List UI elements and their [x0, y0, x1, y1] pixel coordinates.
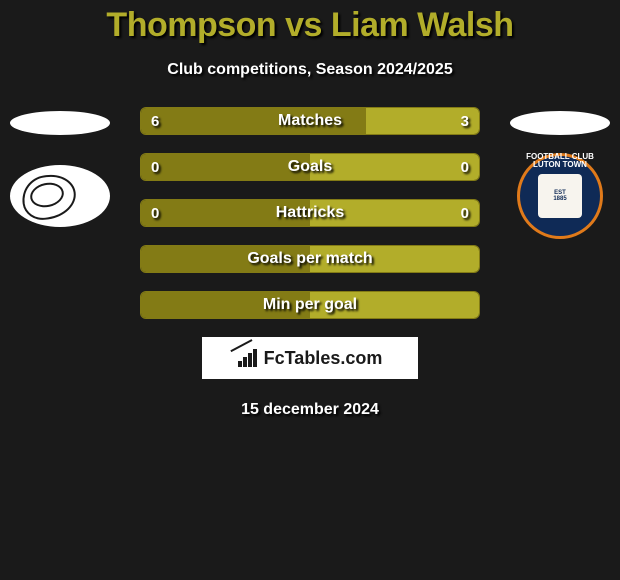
- comparison-area: LUTON TOWN EST 1885 FOOTBALL CLUB Matche…: [0, 107, 620, 419]
- derby-ram-icon: [10, 165, 110, 227]
- fctables-logo-icon: [238, 349, 258, 367]
- stat-seg-right: [310, 154, 479, 180]
- date-text: 15 december 2024: [0, 401, 620, 419]
- right-club-crest: LUTON TOWN EST 1885 FOOTBALL CLUB: [510, 153, 610, 239]
- stat-seg-right: [310, 292, 479, 318]
- right-player-ellipse: [510, 111, 610, 135]
- stat-seg-left: [141, 154, 310, 180]
- stat-row: Min per goal: [140, 291, 480, 319]
- luton-crest-icon: LUTON TOWN EST 1885 FOOTBALL CLUB: [517, 153, 603, 239]
- stat-row: Matches63: [140, 107, 480, 135]
- stat-seg-left: [141, 246, 310, 272]
- stat-row: Goals00: [140, 153, 480, 181]
- page-title: Thompson vs Liam Walsh: [0, 0, 620, 45]
- stat-row: Hattricks00: [140, 199, 480, 227]
- stat-seg-left: [141, 200, 310, 226]
- luton-crest-bottom-text: FOOTBALL CLUB: [520, 152, 600, 232]
- stat-seg-right: [310, 200, 479, 226]
- stat-row: Goals per match: [140, 245, 480, 273]
- stat-rows: Matches63 Goals00 Hattricks00 Goals per mat…: [140, 107, 480, 319]
- branding-text: FcTables.com: [264, 348, 383, 369]
- stat-seg-left: [141, 292, 310, 318]
- stat-seg-left: [141, 108, 366, 134]
- stat-seg-right: [366, 108, 479, 134]
- left-player-ellipse: [10, 111, 110, 135]
- stat-seg-right: [310, 246, 479, 272]
- left-club-crest: [10, 153, 110, 239]
- subtitle: Club competitions, Season 2024/2025: [0, 61, 620, 79]
- branding-badge: FcTables.com: [202, 337, 418, 379]
